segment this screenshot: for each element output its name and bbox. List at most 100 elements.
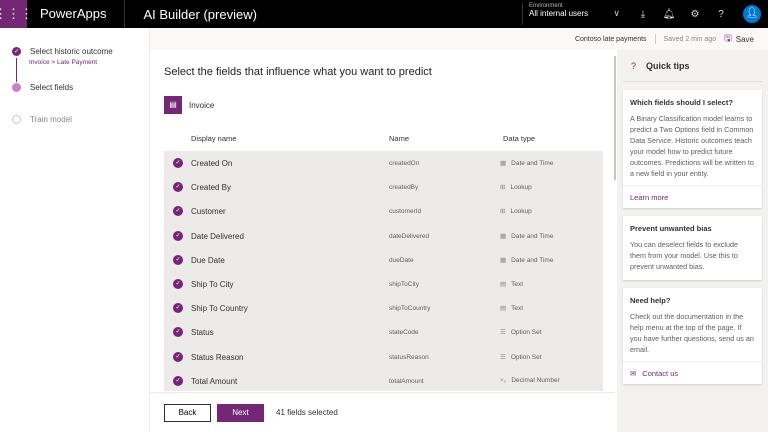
step-train-model[interactable]: Train model: [12, 115, 72, 124]
contact-us-link[interactable]: ✉ Contact us: [623, 361, 762, 378]
table-row[interactable]: ✓ Due Date dueDate ▦ Date and Time: [164, 248, 603, 272]
checkbox-checked-icon[interactable]: ✓: [173, 158, 183, 168]
tip-card: Need help? Check out the documentation i…: [623, 288, 762, 384]
field-display-name: Ship To City: [191, 279, 234, 289]
back-button[interactable]: Back: [164, 403, 211, 422]
entity: ▤ Invoice: [164, 96, 214, 114]
text-icon: ▤: [500, 305, 507, 313]
calendar-icon: ▦: [500, 160, 507, 167]
table-row[interactable]: ✓ Customer customerId ⊞ Lookup: [164, 199, 603, 223]
checkbox-checked-icon[interactable]: ✓: [173, 230, 183, 241]
current-step-icon: [12, 83, 21, 92]
checkbox-checked-icon[interactable]: ✓: [173, 182, 183, 193]
tip-card: Prevent unwanted bias You can deselect f…: [623, 216, 762, 280]
column-name[interactable]: Name: [389, 134, 410, 143]
field-name: stateCode: [389, 329, 419, 337]
save-icon[interactable]: 🖫: [724, 33, 732, 43]
field-display-name: Status Reason: [191, 352, 244, 362]
table-row[interactable]: ✓ Status stateCode ☰ Option Set: [164, 320, 603, 344]
environment-picker[interactable]: Environment All internal users ∨: [522, 3, 626, 25]
lookup-icon: ⊞: [500, 184, 506, 192]
mail-icon: ✉: [630, 369, 637, 378]
column-display-name[interactable]: Display name: [191, 134, 237, 143]
data-type-label: Date and Time: [511, 232, 554, 240]
brand-name[interactable]: PowerApps: [27, 0, 126, 28]
scrollbar[interactable]: [614, 56, 616, 180]
table-row[interactable]: ✓ Total Amount totalAmount ×₂ Decimal Number: [164, 369, 603, 391]
environment-label: Environment: [529, 3, 563, 9]
field-name: shipToCountry: [389, 305, 431, 313]
calendar-icon: ▦: [500, 256, 507, 264]
field-display-name: Status: [191, 328, 214, 338]
field-display-name: Due Date: [191, 255, 225, 265]
tip-body: Check out the documentation in the help …: [630, 312, 754, 354]
saved-status: Saved 2 min ago: [663, 35, 717, 43]
field-name: dateDelivered: [389, 232, 430, 240]
field-data-type: ⊞ Lookup: [500, 183, 532, 191]
tip-card: Which fields should I select? A Binary C…: [623, 90, 762, 208]
table-row[interactable]: ✓ Ship To City shipToCity ▤ Text: [164, 272, 603, 296]
data-type-label: Option Set: [510, 329, 542, 337]
list-icon: ☰: [500, 329, 506, 337]
step-select-fields[interactable]: Select fields: [12, 83, 73, 92]
save-button[interactable]: Save: [735, 34, 754, 44]
lookup-icon: ⊞: [500, 208, 506, 216]
checkbox-checked-icon[interactable]: ✓: [173, 351, 183, 362]
environment-value: All internal users: [529, 9, 589, 18]
field-data-type: ▤ Text: [500, 304, 523, 312]
footer: Back Next 41 fields selected: [150, 392, 615, 432]
quick-tips-title: Quick tips: [646, 60, 690, 71]
app-launcher-icon[interactable]: ⋮⋮⋮: [0, 0, 33, 28]
checkbox-checked-icon[interactable]: ✓: [173, 206, 183, 217]
help-icon[interactable]: ?: [718, 8, 724, 20]
quick-tips-panel: ? Quick tips Which fields should I select…: [617, 50, 768, 432]
column-data-type[interactable]: Data type: [503, 134, 536, 143]
checkbox-checked-icon[interactable]: ✓: [173, 327, 183, 338]
avatar[interactable]: 👤︎: [743, 5, 761, 23]
data-type-label: Date and Time: [511, 256, 554, 264]
table-row[interactable]: ✓ Date Delivered dateDelivered ▦ Date and Ti…: [164, 224, 603, 248]
field-display-name: Ship To Country: [191, 304, 248, 314]
table-row[interactable]: ✓ Ship To Country shipToCountry ▤ Text: [164, 296, 603, 320]
field-display-name: Date Delivered: [191, 231, 244, 241]
chevron-down-icon: ∨: [613, 8, 620, 18]
field-data-type: ☰ Option Set: [500, 353, 542, 361]
selected-count: 41 fields selected: [276, 408, 338, 417]
step-breadcrumb[interactable]: Invoice > Late Payment: [29, 59, 98, 66]
checkbox-checked-icon[interactable]: ✓: [173, 303, 183, 314]
step-label: Select historic outcome: [30, 47, 113, 56]
step-select-historic-outcome[interactable]: ✓ Select historic outcome: [12, 47, 113, 56]
learn-more-link[interactable]: Learn more: [623, 185, 762, 202]
field-name: statusReason: [389, 353, 429, 361]
field-display-name: Created On: [191, 159, 233, 168]
gear-icon[interactable]: ⚙: [690, 8, 700, 20]
checkbox-checked-icon[interactable]: ✓: [173, 375, 183, 386]
data-type-label: Lookup: [510, 208, 532, 216]
decimal-icon: ×₂: [500, 376, 507, 384]
table-row[interactable]: ✓ Created By createdBy ⊞ Lookup: [164, 175, 603, 199]
next-button[interactable]: Next: [217, 403, 264, 422]
main-panel: Select the fields that influence what yo…: [150, 50, 615, 432]
bell-icon[interactable]: 🔔︎: [662, 8, 676, 20]
tip-body: You can deselect fields to exclude them …: [630, 240, 739, 271]
text-icon: ▤: [500, 280, 507, 288]
field-display-name: Created By: [191, 183, 232, 193]
app-title: AI Builder (preview): [143, 6, 257, 22]
wizard-steps: ✓ Select historic outcome Invoice > Late …: [0, 28, 150, 432]
step-label: Train model: [30, 115, 72, 124]
data-type-label: Lookup: [510, 184, 532, 192]
download-icon[interactable]: ⤓: [640, 8, 646, 20]
table-row[interactable]: ✓ Status Reason statusReason ☰ Option Set: [164, 345, 603, 369]
data-type-label: Decimal Number: [511, 376, 560, 384]
checkbox-checked-icon[interactable]: ✓: [173, 254, 183, 265]
check-icon: ✓: [12, 47, 21, 56]
data-type-label: Option Set: [510, 353, 542, 361]
checkbox-checked-icon[interactable]: ✓: [173, 278, 183, 289]
field-display-name: Customer: [191, 207, 226, 217]
list-icon: ☰: [500, 353, 506, 361]
table-row[interactable]: ✓ Created On createdOn ▦ Date and Time: [164, 151, 603, 175]
data-type-label: Text: [511, 280, 524, 288]
field-data-type: ⊞ Lookup: [500, 207, 532, 215]
model-name: Contoso late payments: [574, 35, 647, 43]
field-display-name: Total Amount: [191, 376, 238, 386]
